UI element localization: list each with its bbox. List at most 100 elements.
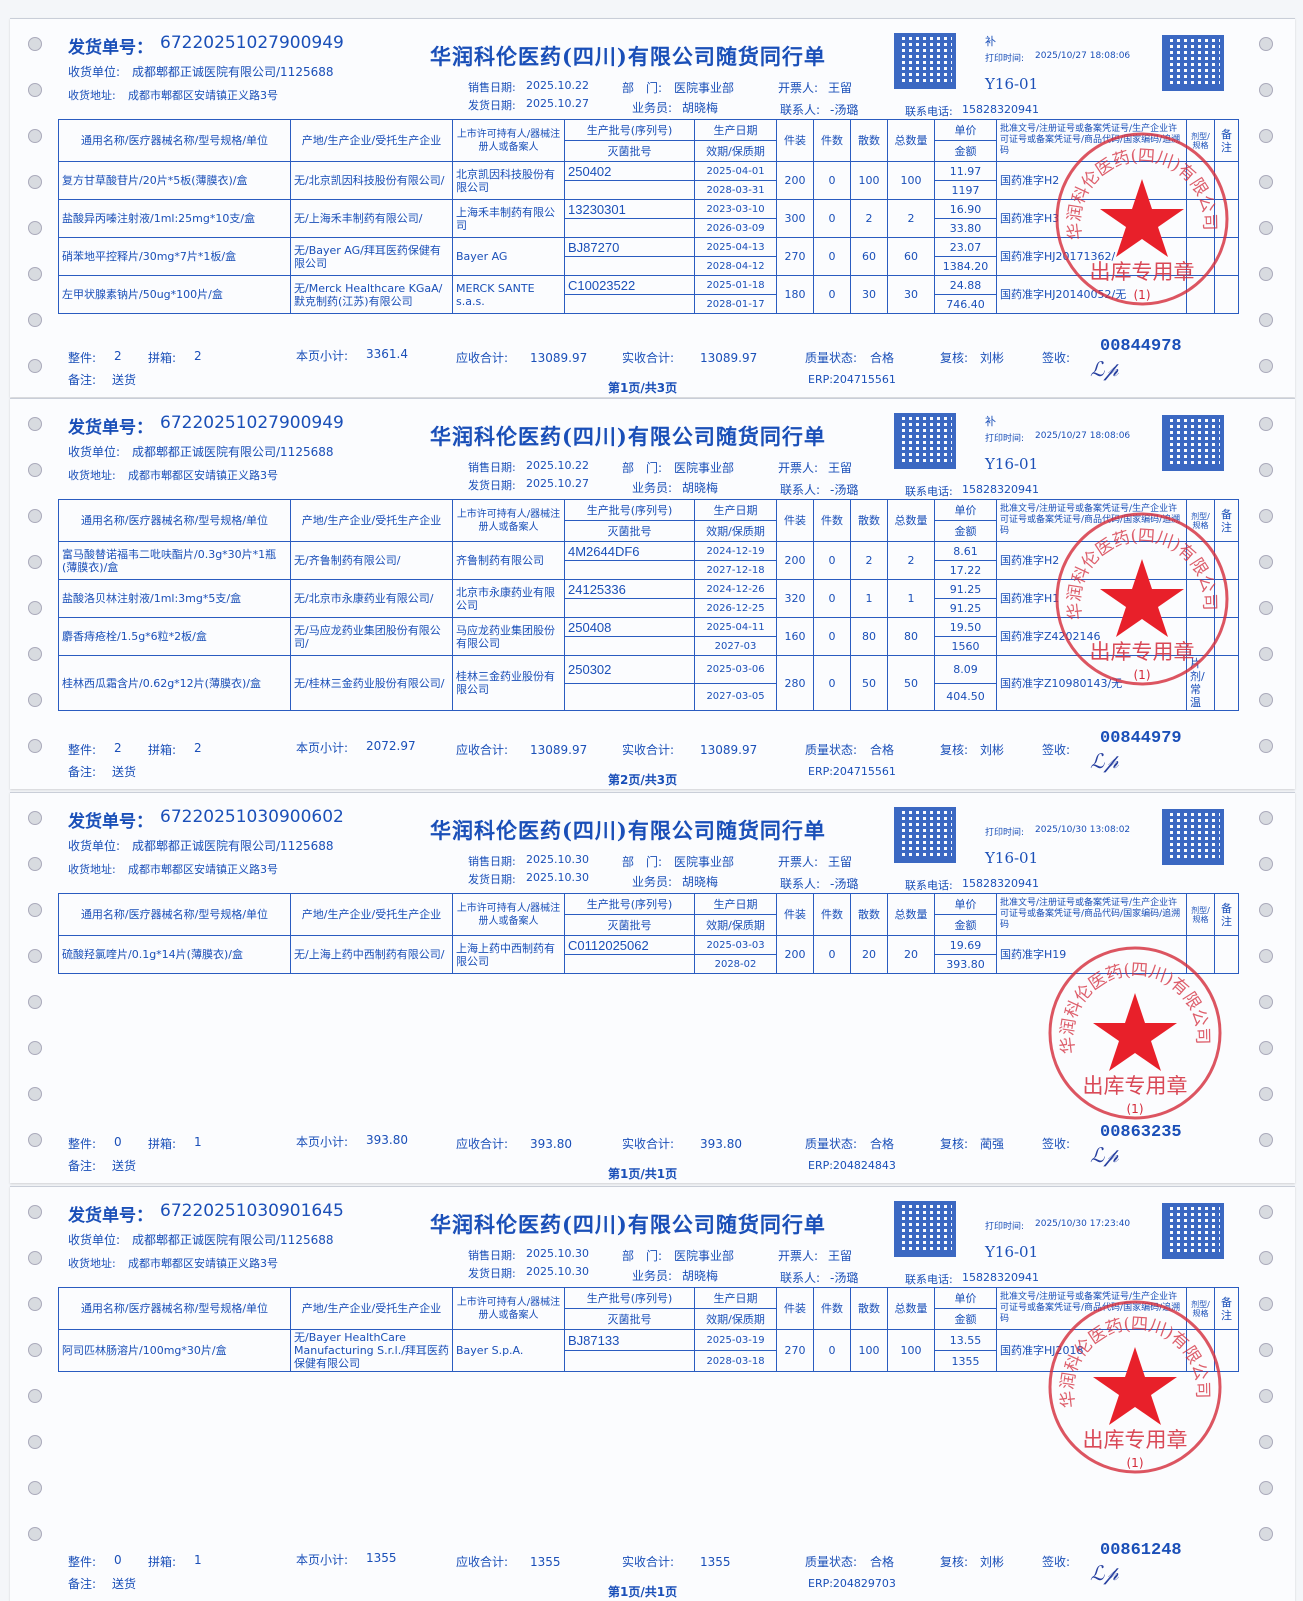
whole: 0 bbox=[114, 1553, 122, 1567]
contact: -汤璐 bbox=[830, 483, 859, 497]
contact: -汤璐 bbox=[830, 103, 859, 117]
pack-size: 200 bbox=[776, 935, 814, 974]
tractor-holes bbox=[28, 1187, 46, 1601]
pieces: 0 bbox=[813, 275, 851, 314]
amount: 393.80 bbox=[934, 954, 997, 974]
page-subtotal: 2072.97 bbox=[366, 739, 416, 753]
header-row: 通用名称/医疗器械名称/型号规格/单位 产地/生产企业/受托生产企业 上市许可持… bbox=[58, 893, 1239, 936]
pack-size: 180 bbox=[776, 275, 814, 314]
col-pieces: 件数 bbox=[813, 119, 851, 162]
batch-no: 250402 bbox=[564, 161, 695, 181]
whole-label: 整件: bbox=[68, 1137, 97, 1151]
amount: 1384.20 bbox=[934, 256, 997, 276]
table-row-sub: 2028-04-12 1384.20 bbox=[59, 256, 1239, 276]
table-row-sub: 2028-03-18 1355 bbox=[59, 1350, 1239, 1372]
col-origin: 产地/生产企业/受托生产企业 bbox=[290, 893, 453, 936]
col-name: 通用名称/医疗器械名称/型号规格/单位 bbox=[58, 499, 291, 542]
batch-no: C0112025062 bbox=[564, 935, 695, 955]
page-subtotal: 1355 bbox=[366, 1551, 397, 1565]
batch-no: 24125336 bbox=[564, 579, 695, 599]
receivable: 13089.97 bbox=[530, 351, 588, 365]
drug-name: 硫酸羟氯喹片/0.1g*14片(薄膜衣)/盒 bbox=[58, 935, 291, 974]
receivable: 13089.97 bbox=[530, 743, 588, 757]
quality: 合格 bbox=[870, 1555, 895, 1569]
table-row: 硫酸羟氯喹片/0.1g*14片(薄膜衣)/盒 无/上海上药中西制药有限公司/上海上… bbox=[58, 935, 1239, 974]
table-row: 左甲状腺素钠片/50ug*100片/盒 无/Merck Healthcare KG… bbox=[58, 275, 1239, 314]
receiver-label: 收货单位: bbox=[68, 65, 121, 79]
quality-label: 质量状态: bbox=[805, 351, 858, 365]
drug-name: 盐酸洛贝林注射液/1ml:3mg*5支/盒 bbox=[58, 579, 291, 618]
col-note: 备注 bbox=[1214, 893, 1239, 936]
ship-date: 2025.10.27 bbox=[526, 477, 589, 490]
manufacturer: 无/桂林三金药业股份有限公司/ bbox=[290, 655, 453, 711]
col-origin: 产地/生产企业/受托生产企业 bbox=[290, 499, 453, 542]
col-pack: 件装 bbox=[776, 893, 814, 936]
stamp-number: (1) bbox=[1127, 1102, 1144, 1116]
dept-label: 部 门: bbox=[622, 461, 663, 475]
manufacturer: 无/Merck Healthcare KGaA/默克制药(江苏)有限公司 bbox=[290, 275, 453, 314]
total-qty: 20 bbox=[887, 935, 935, 974]
col-approval: 批准文号/注册证号或备案凭证号/生产企业许可证号或备案凭证号/商品代码/国家编码… bbox=[996, 893, 1187, 936]
table-row: 硝苯地平控释片/30mg*7片*1板/盒 无/Bayer AG/拜耳医药保健有限公… bbox=[58, 237, 1239, 276]
sale-date-label: 销售日期: bbox=[468, 1249, 516, 1262]
sterilization-batch bbox=[564, 598, 695, 618]
whole: 2 bbox=[114, 349, 122, 363]
note-cell bbox=[1214, 161, 1239, 200]
approval-no: 国药准字HJ20140052/无 bbox=[996, 275, 1187, 314]
handwritten-signature: ℒ𝓅 bbox=[1090, 749, 1119, 773]
issuer: 王留 bbox=[828, 81, 853, 95]
reprint-mark: 补 bbox=[985, 415, 996, 428]
form-title: 华润科伦医药(四川)有限公司随货同行单 bbox=[430, 818, 826, 843]
serial-no: 00863235 bbox=[1100, 1123, 1182, 1142]
remark: 送货 bbox=[112, 765, 137, 779]
total-qty: 100 bbox=[887, 161, 935, 200]
items-table: 通用名称/医疗器械名称/型号规格/单位 产地/生产企业/受托生产企业 上市许可持… bbox=[58, 499, 1239, 711]
table-row-sub: 2027-03-05 404.50 bbox=[59, 682, 1239, 711]
address-label: 收货地址: bbox=[68, 863, 116, 876]
tractor-holes bbox=[28, 793, 46, 1183]
batch-no: BJ87133 bbox=[564, 1329, 695, 1351]
receiver-label: 收货单位: bbox=[68, 1233, 121, 1247]
page-subtotal-label: 本页小计: bbox=[296, 1553, 349, 1567]
contact: -汤璐 bbox=[830, 1271, 859, 1285]
print-time-label: 打印时间: bbox=[985, 434, 1025, 444]
col-pieces: 件数 bbox=[813, 1287, 851, 1330]
col-pack: 件装 bbox=[776, 499, 814, 542]
drug-name: 阿司匹林肠溶片/100mg*30片/盒 bbox=[58, 1329, 291, 1372]
receiver-label: 收货单位: bbox=[68, 839, 121, 853]
expiry-date: 2027-12-18 bbox=[694, 560, 777, 580]
table-row: 盐酸洛贝林注射液/1ml:3mg*5支/盒 无/北京市永康药业有限公司/北京市永康… bbox=[58, 579, 1239, 618]
table-row: 复方甘草酸苷片/20片*5板(薄膜衣)/盒 无/北京凯因科技股份有限公司/北京凯因… bbox=[58, 161, 1239, 200]
qr-code bbox=[1162, 415, 1224, 471]
split: 1 bbox=[194, 1553, 202, 1567]
tractor-holes bbox=[1259, 1187, 1277, 1601]
pack-size: 270 bbox=[776, 1329, 814, 1372]
col-steril: 灭菌批号 bbox=[564, 1308, 695, 1330]
manufacturer: 无/北京凯因科技股份有限公司/ bbox=[290, 161, 453, 200]
page-subtotal-label: 本页小计: bbox=[296, 1135, 349, 1149]
receiver: 成都郫都正诚医院有限公司/1125688 bbox=[132, 445, 334, 459]
total-qty: 2 bbox=[887, 199, 935, 238]
form-code: Y16-01 bbox=[985, 75, 1039, 93]
approval-no: 国药准字H2 bbox=[996, 161, 1187, 200]
received: 13089.97 bbox=[700, 743, 758, 757]
table-row: 桂林西瓜霜含片/0.62g*12片(薄膜衣)/盒 无/桂林三金药业股份有限公司/桂… bbox=[58, 655, 1239, 711]
salesperson: 胡晓梅 bbox=[682, 101, 719, 115]
print-time-label: 打印时间: bbox=[985, 1222, 1025, 1232]
salesperson-label: 业务员: bbox=[632, 101, 673, 115]
amount: 1355 bbox=[934, 1350, 997, 1372]
salesperson-label: 业务员: bbox=[632, 875, 673, 889]
whole-label: 整件: bbox=[68, 351, 97, 365]
manufacturer: 无/上海上药中西制药有限公司/ bbox=[290, 935, 453, 974]
salesperson-label: 业务员: bbox=[632, 481, 673, 495]
form-title: 华润科伦医药(四川)有限公司随货同行单 bbox=[430, 424, 826, 449]
amount: 404.50 bbox=[934, 682, 997, 711]
col-price: 单价 bbox=[934, 499, 997, 521]
received-label: 实收合计: bbox=[622, 743, 675, 757]
page-subtotal: 3361.4 bbox=[366, 347, 408, 361]
address: 成都市郫都区安靖镇正义路3号 bbox=[128, 863, 278, 876]
reviewer: 蔺强 bbox=[980, 1137, 1005, 1151]
unit-price: 23.07 bbox=[934, 237, 997, 257]
manufacturer: 无/马应龙药业集团股份有限公司/ bbox=[290, 617, 453, 656]
col-batch: 生产批号(序列号) bbox=[564, 499, 695, 521]
